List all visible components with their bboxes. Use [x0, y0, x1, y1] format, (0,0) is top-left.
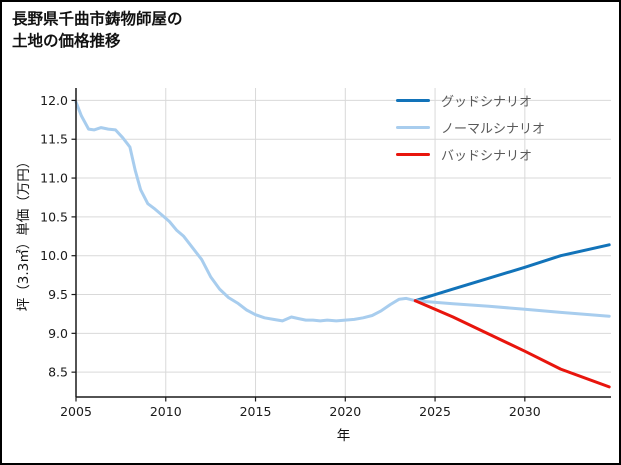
svg-text:9.0: 9.0 — [48, 326, 68, 341]
chart-title: 長野県千曲市鋳物師屋の 土地の価格推移 — [12, 8, 183, 52]
legend-item-normal-scenario: ノーマルシナリオ — [396, 119, 546, 137]
svg-text:2015: 2015 — [240, 404, 272, 419]
legend-item-good-scenario: グッドシナリオ — [396, 92, 545, 110]
svg-text:12.0: 12.0 — [40, 93, 68, 108]
good-scenario-line-swatch — [396, 99, 430, 102]
svg-text:10.5: 10.5 — [40, 209, 68, 224]
legend-item-bad-scenario: バッドシナリオ — [396, 146, 545, 164]
svg-text:2010: 2010 — [150, 404, 182, 419]
bad-scenario-line-swatch — [396, 153, 430, 156]
normal-scenario-label: ノーマルシナリオ — [441, 122, 546, 137]
legend: グッドシナリオ ノーマルシナリオ バッドシナリオ — [396, 92, 546, 164]
bad-scenario-label: バッドシナリオ — [441, 149, 533, 164]
svg-text:9.5: 9.5 — [48, 287, 68, 302]
chart-title-line-1: 長野県千曲市鋳物師屋の — [12, 10, 183, 28]
x-axis-label: 年 — [336, 428, 351, 444]
svg-text:11.0: 11.0 — [40, 171, 68, 186]
normal-scenario-line-swatch — [396, 126, 430, 129]
svg-text:11.5: 11.5 — [40, 132, 68, 147]
svg-text:2005: 2005 — [60, 404, 92, 419]
svg-text:2020: 2020 — [329, 404, 361, 419]
svg-text:8.5: 8.5 — [48, 365, 68, 380]
y-axis-label: 坪（3.3㎡）単価（万円） — [16, 154, 32, 311]
svg-text:2030: 2030 — [509, 404, 541, 419]
svg-text:10.0: 10.0 — [40, 248, 68, 263]
good-scenario-label: グッドシナリオ — [441, 95, 533, 110]
chart-title-line-2: 土地の価格推移 — [12, 32, 121, 50]
svg-text:2025: 2025 — [419, 404, 451, 419]
